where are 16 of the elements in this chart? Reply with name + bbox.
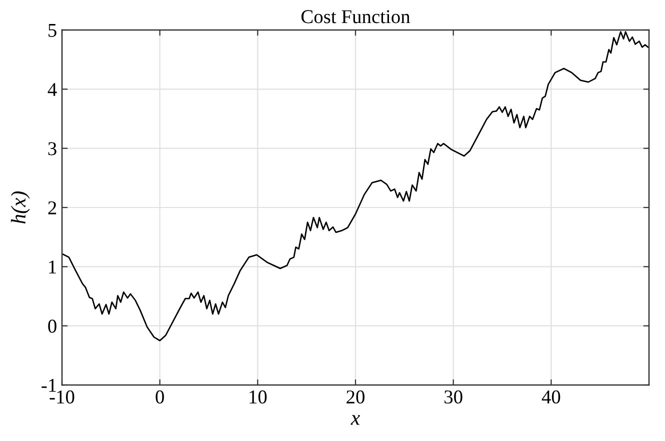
x-tick-label: 30 <box>444 390 462 404</box>
x-tick-label: -10 <box>50 390 74 404</box>
x-tick-label: 0 <box>156 390 164 404</box>
y-tick-label: 0 <box>48 320 56 333</box>
x-tick-label: 20 <box>346 390 364 404</box>
x-tick-label: 10 <box>250 390 267 404</box>
chart-title: Cost Function <box>301 10 410 24</box>
y-tick-label: 2 <box>48 201 56 214</box>
y-tick-label: 5 <box>48 24 56 37</box>
y-axis-title: h(x) <box>10 191 30 224</box>
y-tick-label: 3 <box>48 142 56 156</box>
x-axis-title: x <box>350 415 360 425</box>
x-tick-label: 40 <box>542 390 560 404</box>
y-tick-label: -1 <box>42 378 56 392</box>
y-tick-label: 4 <box>48 83 57 96</box>
y-tick-label: 1 <box>49 260 56 274</box>
